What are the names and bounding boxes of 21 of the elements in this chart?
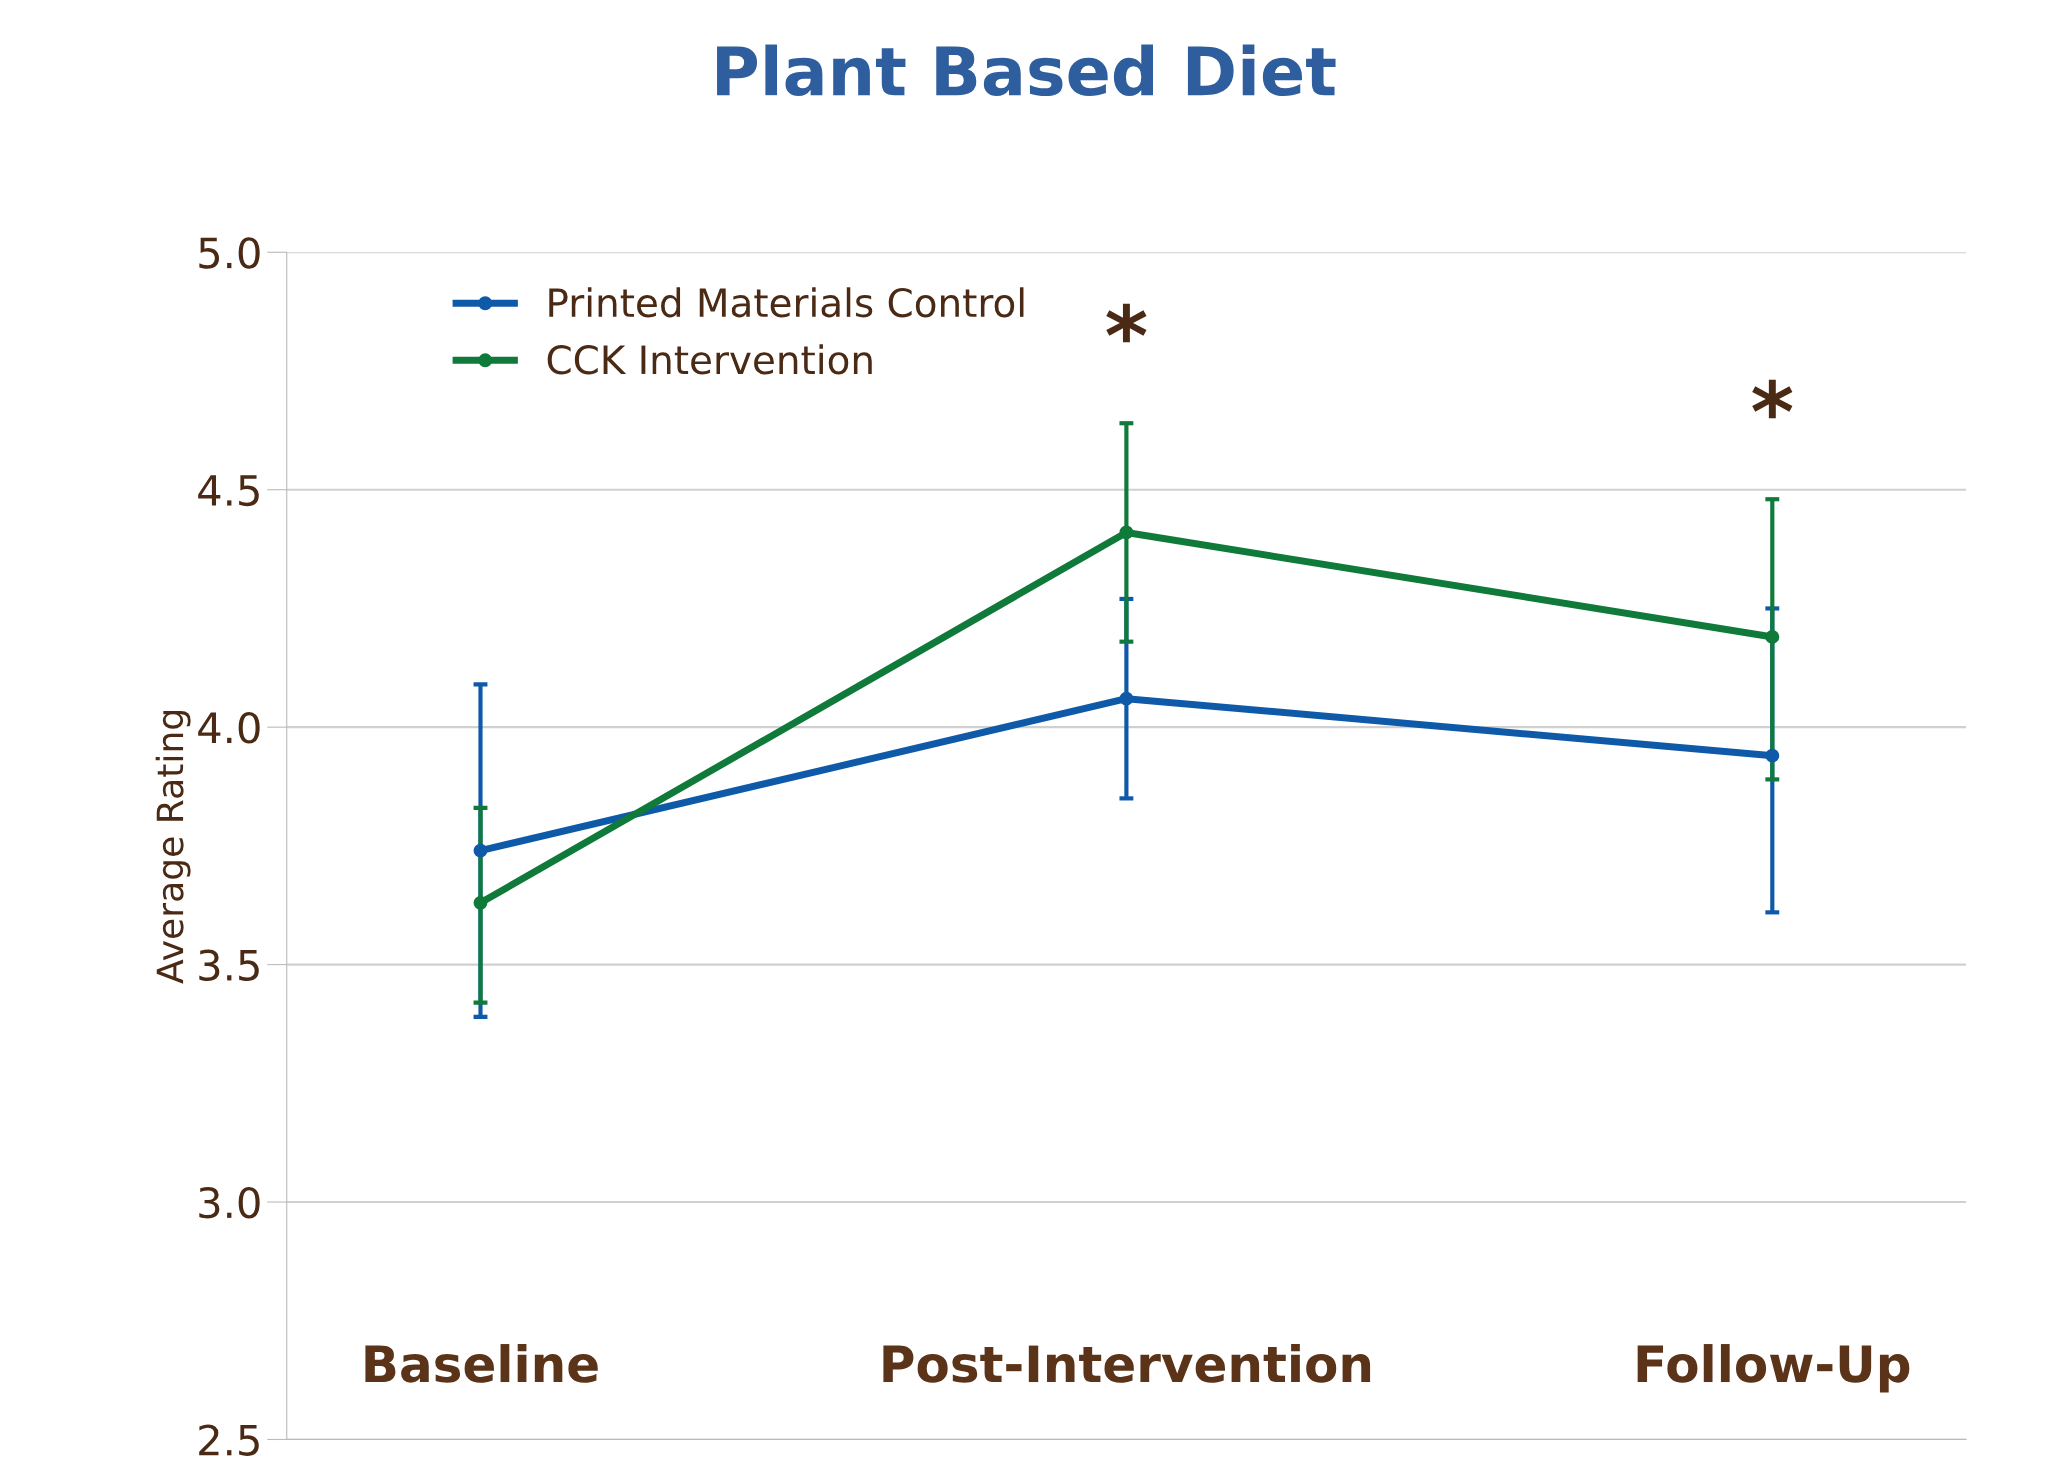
chart-title: Plant Based Diet: [717, 44, 1336, 97]
x-tick-label: Follow-Up: [1637, 1344, 1910, 1393]
y-tick-label: 3.0: [199, 1186, 260, 1219]
legend-label: CCK Intervention: [547, 344, 872, 375]
legend-label: Printed Materials Control: [549, 287, 1024, 318]
y-tick-label: 2.5: [199, 1424, 259, 1456]
annotation: *: [1106, 303, 1147, 343]
y-tick-label: 3.5: [199, 949, 259, 982]
annotation: *: [1752, 379, 1793, 419]
point: [473, 843, 488, 858]
y-tick-label: 4.0: [198, 712, 260, 744]
point: [1119, 691, 1134, 706]
x-tick-label: Post-Intervention: [883, 1344, 1371, 1383]
point: [473, 895, 488, 910]
point: [1765, 629, 1780, 644]
y-tick-label: 5.0: [199, 237, 260, 269]
point: [1119, 525, 1134, 540]
x-tick-label: Baseline: [365, 1344, 598, 1383]
y-tick-label: 4.5: [198, 475, 259, 507]
point: [1765, 748, 1780, 763]
y-axis-title: Average Rating: [155, 711, 191, 984]
